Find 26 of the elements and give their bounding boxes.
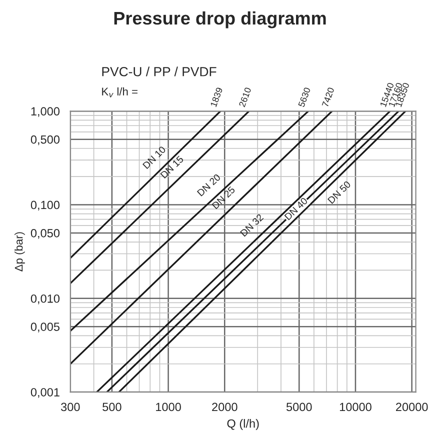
y-tick-label: 0,050	[30, 228, 60, 239]
x-tick-label: 500	[102, 402, 122, 412]
y-tick-label: 0,500	[30, 135, 60, 146]
x-tick-label: 300	[61, 402, 80, 412]
annotation: 7420	[322, 87, 334, 108]
y-tick-label: 0,001	[30, 388, 60, 398]
y-tick-label: 0,005	[30, 322, 60, 332]
text: DN 50	[327, 180, 352, 204]
x-tick-label: 2000	[212, 402, 238, 412]
text: DN 32	[240, 214, 264, 237]
text: K$_{v}$ l/h =	[102, 87, 138, 98]
chart-subtitle: PVC-U / PP / PVDF	[102, 66, 216, 76]
x-tick-label: 10000	[340, 402, 372, 412]
y-axis-title: Δp (bar)	[14, 232, 25, 272]
y-tick-label: 0,100	[30, 200, 60, 211]
chart-title: Pressure drop diagramm	[114, 11, 326, 28]
y-tick-label: 1,000	[31, 107, 60, 117]
x-tick-label: 5000	[286, 402, 312, 412]
annotation: 1839	[210, 87, 223, 108]
x-axis-title: Q (l/h)	[227, 419, 259, 430]
x-tick-label: 20000	[396, 402, 428, 412]
text: DN 40	[284, 197, 308, 220]
annotation: 2610	[238, 87, 252, 108]
x-tick-label: 1000	[156, 402, 181, 412]
y-tick-label: 0,010	[30, 294, 60, 304]
annotation: 5630	[298, 87, 311, 108]
